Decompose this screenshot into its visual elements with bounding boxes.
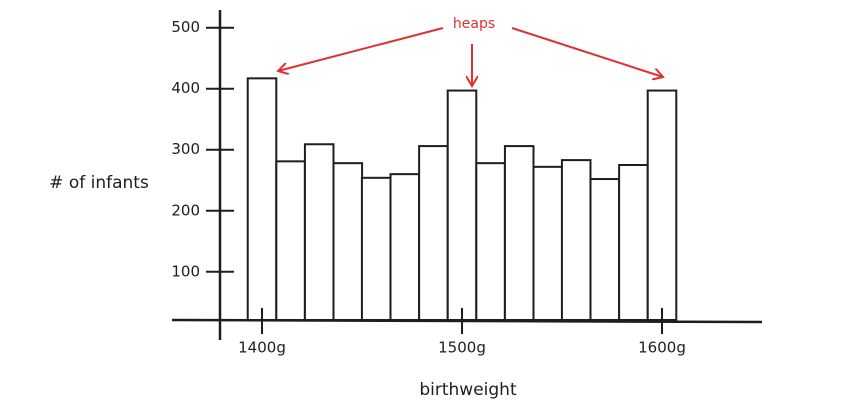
annotation: heaps — [453, 16, 495, 32]
bar — [418, 145, 449, 321]
bar — [475, 162, 506, 321]
bar — [275, 160, 306, 321]
y-tick-label: 500 — [171, 18, 200, 36]
y-tick-label: 100 — [171, 262, 200, 280]
y-tick-label: 300 — [171, 140, 200, 158]
y-tick-label: 400 — [171, 79, 200, 97]
bar — [646, 89, 678, 321]
x-axis-label: birthweight — [419, 380, 517, 400]
bar — [560, 159, 592, 321]
bar — [332, 162, 364, 321]
bar — [360, 176, 392, 321]
bar — [503, 145, 535, 321]
bar — [589, 178, 621, 321]
x-tick-label: 1600g — [638, 339, 686, 357]
x-axis — [171, 318, 763, 324]
bar — [389, 173, 421, 321]
bar — [618, 164, 649, 321]
bar — [532, 165, 564, 321]
x-tick-label: 1400g — [238, 339, 286, 357]
annotation-arrows — [278, 27, 663, 86]
bar — [246, 77, 278, 322]
y-tick-label: 200 — [171, 201, 200, 219]
y-axis-label: # of infants — [49, 173, 149, 193]
bar — [303, 143, 335, 321]
bar — [446, 89, 478, 321]
x-tick-label: 1500g — [438, 339, 486, 357]
